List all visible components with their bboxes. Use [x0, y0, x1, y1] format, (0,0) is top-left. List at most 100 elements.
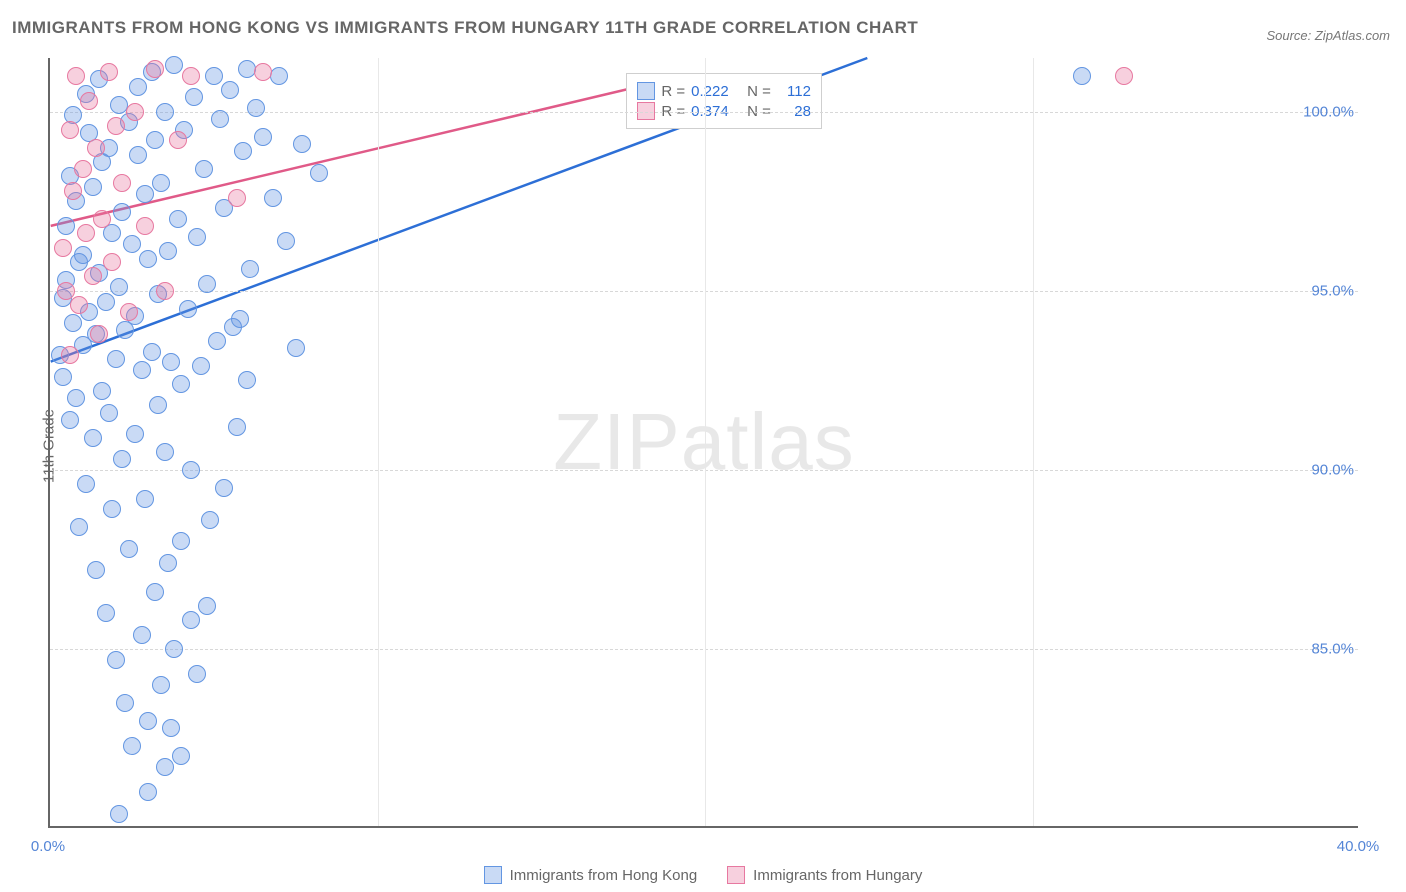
data-point [120, 303, 138, 321]
data-point [129, 146, 147, 164]
data-point [103, 500, 121, 518]
data-point [139, 250, 157, 268]
legend-swatch-icon [637, 82, 655, 100]
data-point [238, 371, 256, 389]
data-point [1073, 67, 1091, 85]
data-point [113, 174, 131, 192]
data-point [129, 78, 147, 96]
data-point [84, 267, 102, 285]
data-point [67, 67, 85, 85]
data-point [67, 389, 85, 407]
data-point [139, 712, 157, 730]
x-tick-label: 40.0% [1337, 838, 1380, 855]
data-point [136, 185, 154, 203]
data-point [228, 189, 246, 207]
y-tick-label: 90.0% [1311, 461, 1354, 478]
data-point [238, 60, 256, 78]
y-tick-label: 100.0% [1303, 103, 1354, 120]
data-point [182, 461, 200, 479]
data-point [100, 63, 118, 81]
chart-title: IMMIGRANTS FROM HONG KONG VS IMMIGRANTS … [12, 18, 918, 38]
data-point [57, 282, 75, 300]
y-tick-label: 95.0% [1311, 282, 1354, 299]
data-point [310, 164, 328, 182]
data-point [126, 103, 144, 121]
data-point [198, 597, 216, 615]
data-point [287, 339, 305, 357]
data-point [93, 382, 111, 400]
r-label: R = [661, 83, 685, 100]
y-tick-label: 85.0% [1311, 640, 1354, 657]
data-point [54, 368, 72, 386]
gridline-h [50, 649, 1358, 650]
legend-swatch-icon [727, 866, 745, 884]
data-point [162, 719, 180, 737]
data-point [64, 314, 82, 332]
data-point [61, 411, 79, 429]
data-point [172, 747, 190, 765]
data-point [152, 174, 170, 192]
data-point [113, 203, 131, 221]
data-point [264, 189, 282, 207]
data-point [201, 511, 219, 529]
n-value: 112 [777, 83, 811, 100]
plot-area: ZIPatlas R =0.222N =112R =0.374N =28 85.… [48, 58, 1358, 828]
series-legend: Immigrants from Hong KongImmigrants from… [0, 866, 1406, 884]
data-point [198, 275, 216, 293]
data-point [165, 56, 183, 74]
data-point [182, 611, 200, 629]
data-point [70, 296, 88, 314]
data-point [107, 350, 125, 368]
correlation-chart: IMMIGRANTS FROM HONG KONG VS IMMIGRANTS … [0, 0, 1406, 892]
data-point [254, 128, 272, 146]
gridline-v [1033, 58, 1034, 826]
data-point [133, 626, 151, 644]
data-point [159, 242, 177, 260]
data-point [87, 561, 105, 579]
data-point [156, 282, 174, 300]
data-point [126, 425, 144, 443]
data-point [215, 479, 233, 497]
data-point [188, 665, 206, 683]
data-point [270, 67, 288, 85]
data-point [228, 418, 246, 436]
data-point [123, 235, 141, 253]
data-point [146, 60, 164, 78]
data-point [93, 210, 111, 228]
data-point [254, 63, 272, 81]
watermark-thin: atlas [681, 397, 855, 486]
data-point [159, 554, 177, 572]
data-point [146, 131, 164, 149]
data-point [80, 92, 98, 110]
data-point [188, 228, 206, 246]
data-point [120, 540, 138, 558]
data-point [61, 121, 79, 139]
data-point [208, 332, 226, 350]
data-point [152, 676, 170, 694]
data-point [70, 518, 88, 536]
data-point [149, 396, 167, 414]
x-tick-label: 0.0% [31, 838, 65, 855]
data-point [97, 604, 115, 622]
data-point [103, 253, 121, 271]
legend-label: Immigrants from Hong Kong [510, 867, 698, 884]
data-point [1115, 67, 1133, 85]
legend-item: Immigrants from Hong Kong [484, 866, 698, 884]
data-point [192, 357, 210, 375]
data-point [136, 217, 154, 235]
trend-lines-layer [50, 58, 1358, 826]
data-point [241, 260, 259, 278]
data-point [143, 343, 161, 361]
data-point [136, 490, 154, 508]
data-point [107, 117, 125, 135]
data-point [54, 239, 72, 257]
data-point [182, 67, 200, 85]
data-point [74, 246, 92, 264]
data-point [84, 178, 102, 196]
data-point [116, 694, 134, 712]
data-point [110, 805, 128, 823]
data-point [205, 67, 223, 85]
data-point [133, 361, 151, 379]
legend-swatch-icon [484, 866, 502, 884]
data-point [90, 325, 108, 343]
